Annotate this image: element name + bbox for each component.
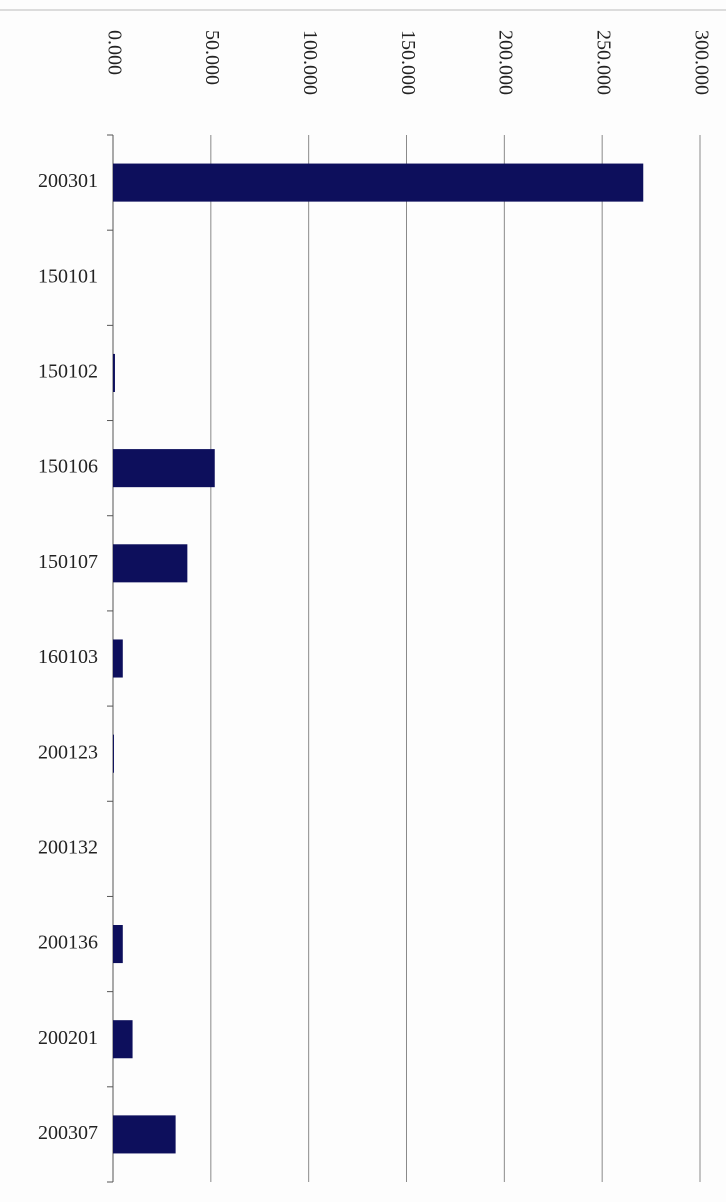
bar [113,734,114,773]
bar [113,353,115,392]
y-tick-label: 200201 [38,1027,98,1049]
y-tick-label: 150102 [38,361,98,383]
x-tick-label: 300.000 [690,30,712,95]
y-tick-label: 200132 [38,836,98,858]
bar [113,925,123,964]
y-tick-label: 150106 [38,456,98,478]
y-tick-label: 200123 [38,741,98,763]
x-tick-label: 250.000 [593,30,615,95]
x-tick-label: 200.000 [495,30,517,95]
y-tick-label: 150101 [38,265,98,287]
y-tick-label: 200136 [38,932,98,954]
y-tick-label: 200307 [38,1122,98,1144]
bar [113,639,123,678]
bar [113,1020,133,1059]
y-tick-label: 200301 [38,170,98,192]
bar [113,163,644,202]
x-tick-label: 100.000 [299,30,321,95]
bar [113,544,188,583]
bar [113,449,215,488]
x-tick-label: 150.000 [397,30,419,95]
x-tick-label: 50.000 [201,30,223,85]
y-tick-label: 160103 [38,646,98,668]
x-tick-label: 0.000 [103,30,125,75]
y-tick-label: 150107 [38,551,98,573]
bar [113,1115,176,1154]
